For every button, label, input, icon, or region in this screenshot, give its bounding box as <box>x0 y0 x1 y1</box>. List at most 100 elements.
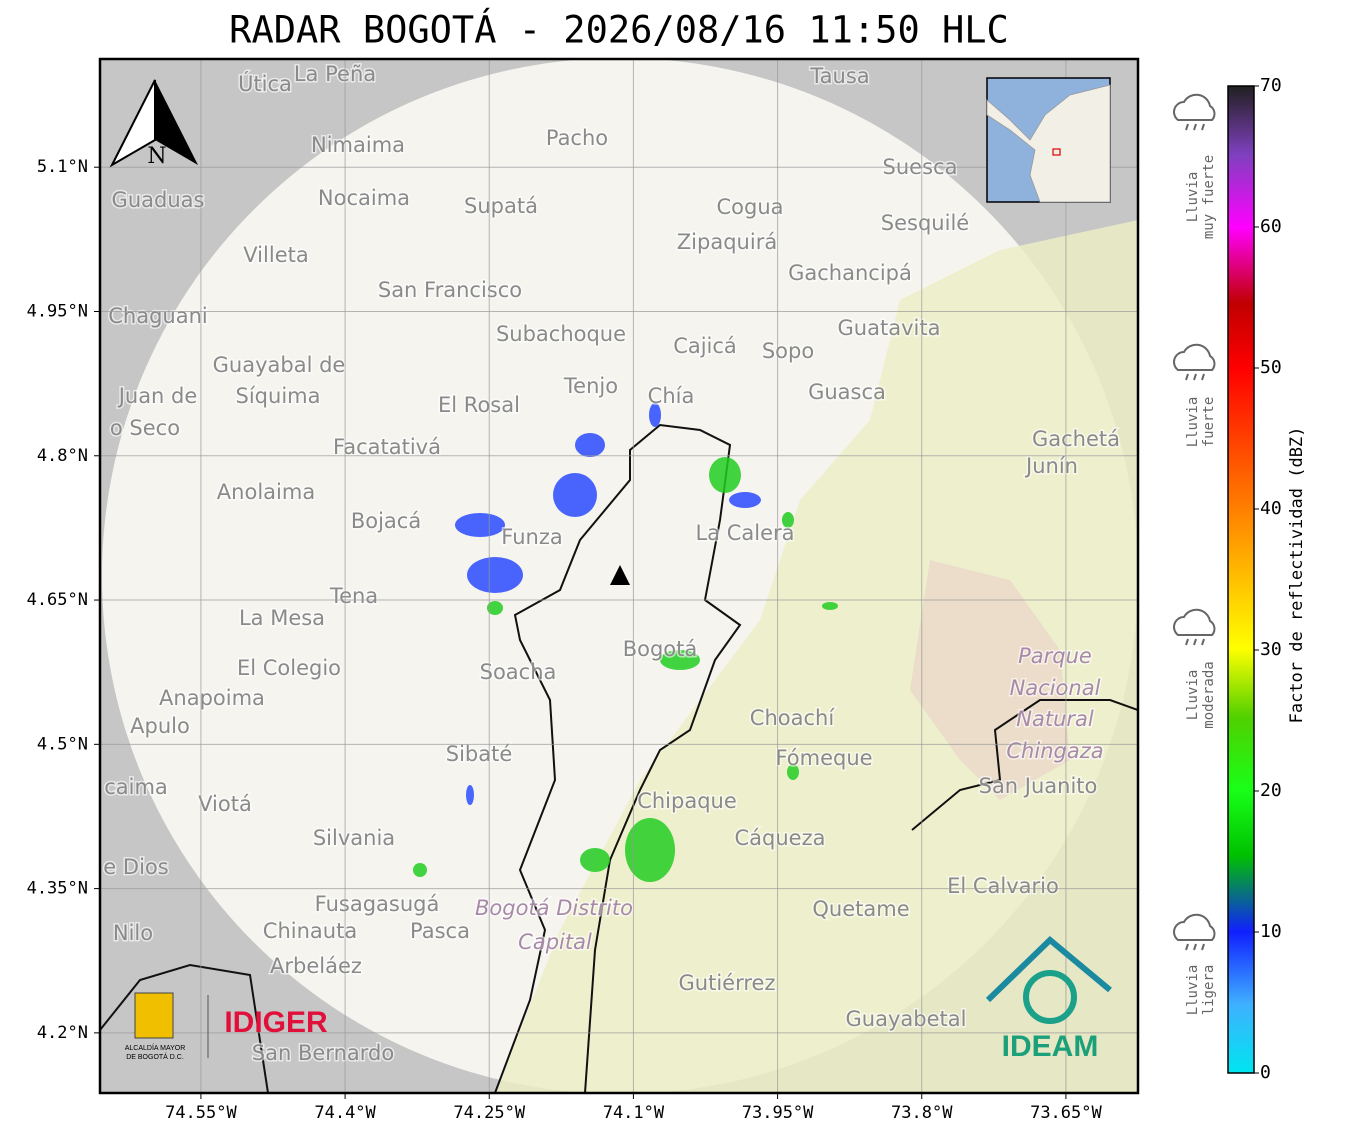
colorbar <box>1227 85 1255 1074</box>
inset-marker <box>1052 148 1061 156</box>
place-label: Chipaque <box>637 789 737 813</box>
department-border <box>100 963 269 1093</box>
place-label: Pacho <box>546 126 608 150</box>
ideam-logo: IDEAM <box>1002 1030 1099 1063</box>
weather-icon <box>1185 373 1189 381</box>
park-label: Chingaza <box>1006 739 1103 763</box>
x-tick-label: 73.8°W <box>891 1103 953 1123</box>
park-label: Nacional <box>1010 676 1101 700</box>
weather-icon <box>1173 913 1216 941</box>
district-label: Capital <box>518 930 592 954</box>
rain-legend-label: ligera <box>1201 965 1217 1016</box>
bogota-border <box>494 423 742 1093</box>
colorbar-tick-label: 30 <box>1260 639 1282 660</box>
place-label: e Dios <box>103 855 168 879</box>
place-label: Chía <box>648 384 695 408</box>
place-label: San Francisco <box>378 278 522 302</box>
place-label: Funza <box>501 525 562 549</box>
weather-icon <box>1201 638 1205 646</box>
place-label: El Colegio <box>237 656 341 680</box>
place-label: Guaduas <box>112 188 205 212</box>
place-label: El Rosal <box>438 393 520 417</box>
place-label: Sibaté <box>446 742 513 766</box>
place-label: Silvania <box>313 826 395 850</box>
y-tick-label: 4.35°N <box>27 879 88 899</box>
place-label: Supatá <box>464 194 538 218</box>
colorbar-tick-label: 0 <box>1260 1062 1271 1083</box>
weather-icon <box>1185 123 1189 131</box>
y-tick-label: 4.5°N <box>37 734 88 754</box>
park-label: Natural <box>1016 707 1094 731</box>
north-arrow <box>155 80 198 165</box>
weather-icon <box>1193 123 1197 131</box>
grid <box>100 59 1138 1093</box>
place-label: Anapoima <box>159 686 265 710</box>
alcaldia-emblem <box>134 992 174 1039</box>
x-tick-label: 74.55°W <box>165 1103 237 1123</box>
place-label: La Peña <box>294 62 376 86</box>
place-label: Fusagasugá <box>315 892 440 916</box>
north-label: N <box>147 144 166 169</box>
place-label: Guayabal de <box>213 353 346 377</box>
place-label: Juan de <box>117 384 198 408</box>
axis-ticks: 74.55°W 74.4°W 74.25°W 74.1°W 73.95°W 73.8°W 7… <box>27 157 1103 1123</box>
place-label: caima <box>104 775 168 799</box>
department-border <box>911 699 1138 1093</box>
place-label: San Juanito <box>979 774 1098 798</box>
y-tick-label: 4.95°N <box>27 301 88 321</box>
place-label: Gachetá <box>1032 427 1120 451</box>
place-label: El Calvario <box>947 874 1059 898</box>
y-tick-label: 5.1°N <box>37 157 88 177</box>
weather-icon <box>1173 343 1216 371</box>
place-label: Nocaima <box>318 186 410 210</box>
place-label: Arbeláez <box>270 954 362 978</box>
y-tick-label: 4.8°N <box>37 446 88 466</box>
weather-icon <box>1201 373 1205 381</box>
place-label: Tausa <box>809 64 869 88</box>
place-label: Sesquilé <box>881 211 969 235</box>
rain-legend-label: fuerte <box>1201 397 1217 448</box>
alcaldia-label: DE BOGOTÁ D.C. <box>126 1052 184 1061</box>
map-area: Útica La Peña TausaPachoNimaimaSuescaGuadu… <box>100 59 1138 1093</box>
place-label: Guayabetal <box>846 1007 967 1031</box>
colorbar-ticks: 0 10 20 30 40 50 60 70 <box>1254 75 1282 1083</box>
rain-legend-label: moderada <box>1201 661 1217 728</box>
place-labels: Útica La Peña TausaPachoNimaimaSuescaGuadu… <box>102 61 1122 1067</box>
park-area <box>910 560 1070 800</box>
place-label: Apulo <box>130 714 190 738</box>
ideam-swirl <box>1023 970 1077 1024</box>
x-tick-label: 73.65°W <box>1030 1103 1102 1123</box>
place-label: Bogotá <box>623 637 698 661</box>
place-label: Cogua <box>716 195 783 219</box>
place-label: Quetame <box>812 897 909 921</box>
y-tick-label: 4.2°N <box>37 1023 88 1043</box>
place-label: Soacha <box>480 660 557 684</box>
place-label: Tena <box>329 584 378 608</box>
rain-legend-label: Lluvia <box>1185 172 1201 223</box>
colorbar-tick-label: 50 <box>1260 357 1282 378</box>
radar-echoes <box>413 457 838 882</box>
place-label: Chaguani <box>108 304 208 328</box>
place-label: Viotá <box>198 792 252 816</box>
title: RADAR BOGOTÁ - 2026/08/16 11:50 HLC <box>229 8 1009 52</box>
place-label: San Bernardo <box>252 1041 394 1065</box>
weather-icon <box>1193 373 1197 381</box>
weather-icon <box>1185 943 1189 951</box>
colorbar-tick-label: 40 <box>1260 498 1282 519</box>
place-label: La Mesa <box>239 606 325 630</box>
colorbar-label: Factor de reflectividad (dBZ) <box>1287 427 1307 724</box>
colorbar-tick-label: 10 <box>1260 921 1282 942</box>
weather-icon <box>1201 943 1205 951</box>
place-label: Pasca <box>410 919 470 943</box>
place-label: Guatavita <box>838 316 941 340</box>
weather-icon <box>1193 638 1197 646</box>
place-label: Gachancipá <box>788 261 912 285</box>
rain-legend-label: Lluvia <box>1185 965 1201 1016</box>
place-label: Gutiérrez <box>679 971 776 995</box>
colorbar-tick-label: 20 <box>1260 780 1282 801</box>
x-tick-label: 73.95°W <box>742 1103 814 1123</box>
weather-icon <box>1193 943 1197 951</box>
place-label: Choachí <box>750 706 836 730</box>
